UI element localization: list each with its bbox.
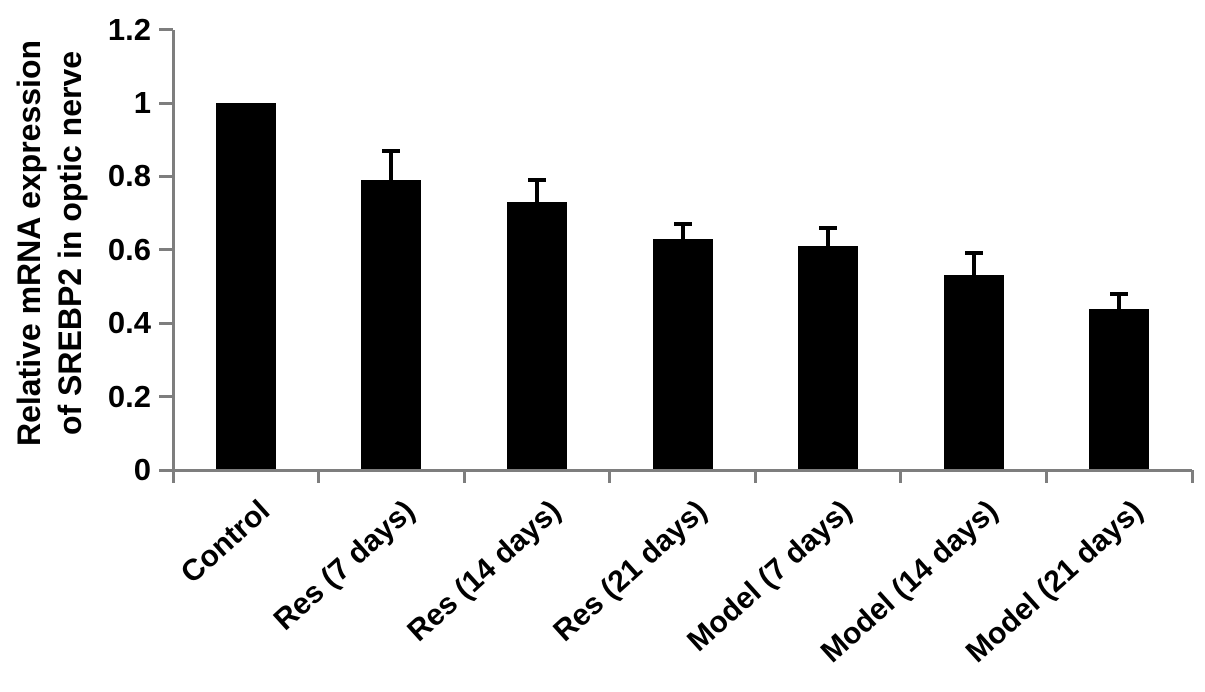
bar-res-14-days [506,202,567,470]
bar-control [215,103,276,470]
x-category-label: Control [174,494,276,590]
error-bar-cap [964,251,983,256]
x-axis-line [173,468,1192,472]
x-tick-mark [608,470,612,483]
error-bar-cap [1110,291,1129,296]
y-tick-label: 1.2 [107,11,151,47]
error-bar-cap [527,178,546,183]
x-tick-mark [899,470,903,483]
bar-model-7-days [798,246,859,470]
x-category-label: Res (14 days) [401,494,568,648]
y-tick-label: 0.6 [107,231,151,267]
y-tick-mark [159,321,173,325]
y-tick-label: 0 [133,452,151,487]
error-bar-whisker [389,150,394,181]
y-axis-line [171,29,175,483]
y-tick-mark [159,248,173,252]
bar-model-14-days [943,275,1004,470]
error-bar-cap [819,225,838,230]
error-bar-whisker [534,180,539,203]
y-axis-title-line-1: Relative mRNA expression [11,39,47,447]
x-tick-mark [753,470,757,483]
y-tick-label: 0.8 [107,158,151,194]
y-tick-mark [159,174,173,178]
x-category-label: Res (7 days) [267,494,422,637]
x-tick-mark [317,470,321,483]
y-tick-mark [159,395,173,399]
bar-res-7-days [361,180,422,470]
error-bar-whisker [971,253,976,276]
y-tick-mark [159,101,173,105]
y-tick-label: 1 [133,85,151,120]
error-bar-whisker [826,227,831,247]
error-bar-cap [673,222,692,227]
x-tick-mark [1190,470,1194,483]
y-tick-mark [159,468,173,472]
x-tick-mark [1044,470,1048,483]
x-tick-mark [462,470,466,483]
error-bar-whisker [1117,293,1122,309]
error-bar-cap [382,148,401,153]
y-tick-label: 0.2 [107,378,151,414]
bar-res-21-days [652,238,713,470]
error-bar-whisker [680,224,685,239]
y-tick-mark [159,28,173,32]
y-tick-label: 0.4 [107,305,151,341]
bar-model-21-days [1089,308,1150,470]
